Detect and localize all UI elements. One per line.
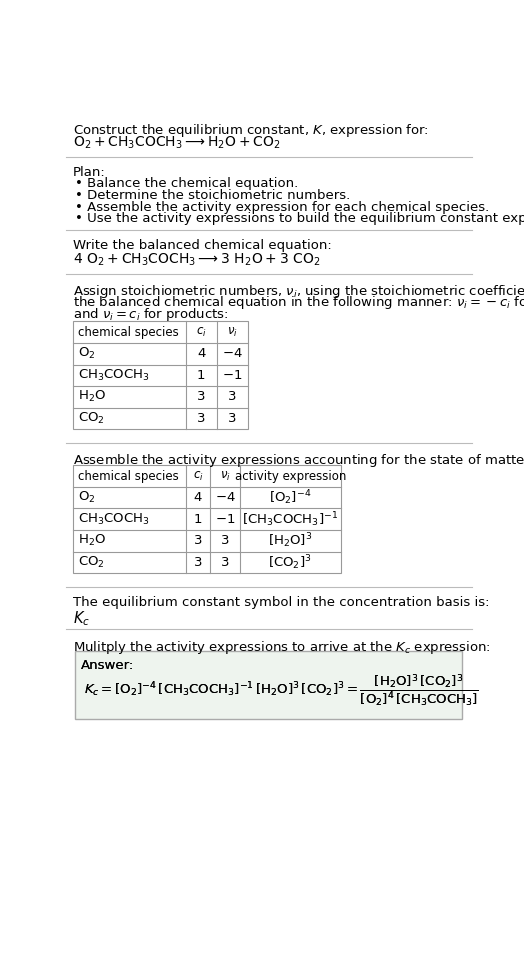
Text: 3: 3: [197, 412, 205, 425]
Text: $-1$: $-1$: [215, 512, 235, 526]
Text: $\mathrm{CO_2}$: $\mathrm{CO_2}$: [78, 555, 105, 570]
Text: 1: 1: [197, 369, 205, 382]
Text: • Balance the chemical equation.: • Balance the chemical equation.: [75, 178, 298, 190]
Text: • Assemble the activity expression for each chemical species.: • Assemble the activity expression for e…: [75, 201, 489, 213]
Text: 3: 3: [194, 556, 202, 569]
Text: $\mathrm{H_2O}$: $\mathrm{H_2O}$: [78, 534, 106, 548]
Text: 4: 4: [197, 347, 205, 360]
Text: and $\nu_i = c_i$ for products:: and $\nu_i = c_i$ for products:: [73, 306, 229, 323]
Text: 3: 3: [197, 391, 205, 403]
Text: • Use the activity expressions to build the equilibrium constant expression.: • Use the activity expressions to build …: [75, 212, 524, 225]
Text: $-1$: $-1$: [222, 369, 242, 382]
Text: Assign stoichiometric numbers, $\nu_i$, using the stoichiometric coefficients, $: Assign stoichiometric numbers, $\nu_i$, …: [73, 283, 524, 300]
Text: $\mathrm{H_2O}$: $\mathrm{H_2O}$: [78, 389, 106, 404]
Text: $[\mathrm{H_2O}]^3$: $[\mathrm{H_2O}]^3$: [268, 532, 312, 550]
Text: $[\mathrm{CH_3COCH_3}]^{-1}$: $[\mathrm{CH_3COCH_3}]^{-1}$: [242, 510, 339, 529]
Text: Mulitply the activity expressions to arrive at the $K_c$ expression:: Mulitply the activity expressions to arr…: [73, 639, 491, 655]
Text: $K_c = [\mathrm{O_2}]^{-4}\,[\mathrm{CH_3COCH_3}]^{-1}\,[\mathrm{H_2O}]^3\,[\mat: $K_c = [\mathrm{O_2}]^{-4}\,[\mathrm{CH_…: [84, 673, 479, 708]
Text: $\mathrm{CH_3COCH_3}$: $\mathrm{CH_3COCH_3}$: [78, 368, 150, 383]
Text: 3: 3: [194, 535, 202, 547]
Text: $c_i$: $c_i$: [193, 470, 203, 482]
Text: • Determine the stoichiometric numbers.: • Determine the stoichiometric numbers.: [75, 189, 350, 202]
Text: $\mathrm{O_2}$: $\mathrm{O_2}$: [78, 346, 95, 361]
Text: The equilibrium constant symbol in the concentration basis is:: The equilibrium constant symbol in the c…: [73, 596, 490, 609]
Text: 1: 1: [194, 512, 202, 526]
Text: 3: 3: [228, 412, 236, 425]
Text: Answer:: Answer:: [81, 659, 134, 672]
Bar: [75, 651, 462, 719]
Text: Plan:: Plan:: [73, 166, 106, 179]
Text: 3: 3: [221, 535, 230, 547]
Text: 4: 4: [194, 491, 202, 505]
Text: $\nu_i$: $\nu_i$: [220, 470, 231, 482]
Text: $[\mathrm{O_2}]^{-4}$: $[\mathrm{O_2}]^{-4}$: [269, 488, 311, 507]
Text: $\nu_i$: $\nu_i$: [227, 325, 237, 339]
Text: 3: 3: [221, 556, 230, 569]
Text: Write the balanced chemical equation:: Write the balanced chemical equation:: [73, 239, 332, 252]
Text: activity expression: activity expression: [235, 470, 346, 482]
Text: chemical species: chemical species: [78, 325, 179, 339]
Text: Construct the equilibrium constant, $K$, expression for:: Construct the equilibrium constant, $K$,…: [73, 122, 429, 139]
Text: Assemble the activity expressions accounting for the state of matter and $\nu_i$: Assemble the activity expressions accoun…: [73, 453, 524, 469]
Text: $-4$: $-4$: [215, 491, 235, 505]
Text: $K_c$: $K_c$: [73, 609, 90, 628]
Text: Answer:: Answer:: [81, 659, 134, 672]
Text: $\mathrm{O_2}$: $\mathrm{O_2}$: [78, 490, 95, 506]
Text: the balanced chemical equation in the following manner: $\nu_i = -c_i$ for react: the balanced chemical equation in the fo…: [73, 294, 524, 312]
Text: $[\mathrm{CO_2}]^3$: $[\mathrm{CO_2}]^3$: [268, 553, 312, 571]
Text: chemical species: chemical species: [78, 470, 179, 482]
Text: $-4$: $-4$: [222, 347, 243, 360]
Text: $\mathrm{CO_2}$: $\mathrm{CO_2}$: [78, 411, 105, 426]
Bar: [73, 465, 341, 573]
Text: $\mathrm{O_2 + CH_3COCH_3 \longrightarrow H_2O + CO_2}$: $\mathrm{O_2 + CH_3COCH_3 \longrightarro…: [73, 135, 280, 152]
Text: 3: 3: [228, 391, 236, 403]
Text: $K_c = [\mathrm{O_2}]^{-4}\,[\mathrm{CH_3COCH_3}]^{-1}\,[\mathrm{H_2O}]^3\,[\mat: $K_c = [\mathrm{O_2}]^{-4}\,[\mathrm{CH_…: [84, 673, 479, 708]
Text: $\mathrm{4\ O_2 + CH_3COCH_3 \longrightarrow 3\ H_2O + 3\ CO_2}$: $\mathrm{4\ O_2 + CH_3COCH_3 \longrighta…: [73, 252, 321, 268]
Bar: [73, 321, 248, 429]
Text: $c_i$: $c_i$: [196, 325, 206, 339]
Text: $\mathrm{CH_3COCH_3}$: $\mathrm{CH_3COCH_3}$: [78, 511, 150, 527]
